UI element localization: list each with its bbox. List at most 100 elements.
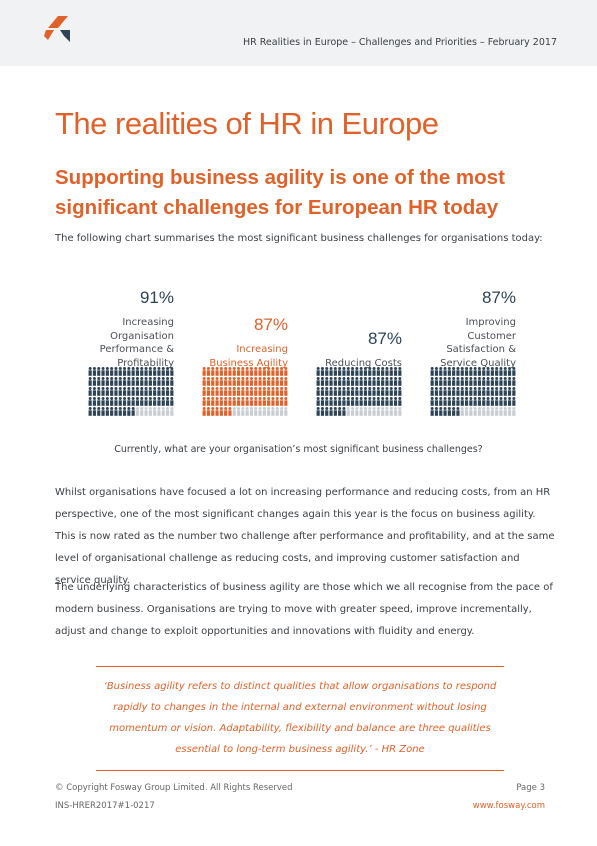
person-body: [389, 410, 393, 416]
person-head: [495, 387, 499, 390]
person-head: [135, 367, 139, 370]
person-head: [241, 387, 245, 390]
person-body: [254, 410, 258, 416]
person-body: [88, 410, 92, 416]
person-body: [258, 390, 262, 396]
person-body: [486, 380, 490, 386]
person-body: [389, 390, 393, 396]
person-body: [512, 380, 516, 386]
person-head: [325, 387, 329, 390]
person-body: [512, 370, 516, 376]
person-head: [333, 367, 337, 370]
person-head: [97, 407, 101, 410]
person-head: [512, 367, 516, 370]
person-head: [460, 387, 464, 390]
person-head: [88, 387, 92, 390]
person-body: [140, 390, 144, 396]
person-body: [503, 410, 507, 416]
person-body: [359, 400, 363, 406]
person-head: [460, 367, 464, 370]
person-body: [88, 400, 92, 406]
person-body: [368, 410, 372, 416]
person-body: [267, 400, 271, 406]
person-body: [148, 410, 152, 416]
person-head: [452, 407, 456, 410]
person-head: [477, 377, 481, 380]
person-head: [215, 387, 219, 390]
person-body: [333, 380, 337, 386]
person-body: [452, 380, 456, 386]
person-body: [464, 410, 469, 416]
person-body: [206, 380, 211, 386]
person-body: [153, 390, 157, 396]
person-head: [477, 397, 481, 400]
person-head: [118, 407, 122, 410]
person-head: [232, 377, 236, 380]
quote-rule: [96, 666, 504, 667]
person-body: [110, 370, 114, 376]
person-head: [211, 407, 215, 410]
person-head: [284, 397, 288, 400]
person-head: [148, 397, 152, 400]
person-head: [202, 387, 206, 390]
person-head: [271, 367, 275, 370]
person-body: [122, 400, 127, 406]
person-body: [342, 390, 346, 396]
person-head: [224, 397, 228, 400]
person-body: [460, 390, 464, 396]
person-body: [271, 410, 275, 416]
person-head: [97, 377, 101, 380]
person-head: [359, 377, 363, 380]
person-head: [219, 407, 223, 410]
person-body: [157, 370, 161, 376]
person-body: [258, 380, 262, 386]
person-head: [224, 387, 228, 390]
person-head: [490, 407, 494, 410]
person-head: [329, 397, 333, 400]
person-head: [118, 397, 122, 400]
person-body: [389, 370, 393, 376]
person-body: [430, 410, 434, 416]
person-head: [105, 407, 109, 410]
person-head: [447, 367, 451, 370]
person-head: [351, 377, 355, 380]
person-body: [105, 400, 109, 406]
person-head: [456, 407, 460, 410]
person-body: [224, 370, 228, 376]
person-head: [284, 377, 288, 380]
person-head: [363, 377, 367, 380]
person-head: [284, 367, 288, 370]
person-head: [512, 377, 516, 380]
person-body: [131, 410, 135, 416]
group-label: 87% Improving Customer Satisfaction & Ser…: [416, 278, 516, 370]
person-head: [249, 387, 253, 390]
person-head: [170, 367, 174, 370]
person-head: [157, 407, 161, 410]
category-label: Increasing Organisation Performance & Pr…: [99, 317, 174, 369]
person-body: [434, 400, 439, 406]
person-body: [258, 370, 262, 376]
person-head: [363, 367, 367, 370]
person-head: [430, 397, 434, 400]
person-head: [161, 377, 165, 380]
person-head: [105, 377, 109, 380]
person-body: [482, 380, 486, 386]
person-body: [267, 390, 271, 396]
person-head: [355, 397, 359, 400]
person-head: [161, 387, 165, 390]
person-head: [363, 407, 367, 410]
person-head: [389, 377, 393, 380]
person-body: [499, 390, 503, 396]
person-head: [271, 407, 275, 410]
person-body: [271, 390, 275, 396]
person-body: [262, 390, 266, 396]
person-head: [275, 387, 279, 390]
person-body: [161, 410, 165, 416]
person-head: [228, 377, 232, 380]
person-head: [325, 367, 329, 370]
person-body: [316, 370, 320, 376]
person-body: [325, 370, 329, 376]
person-body: [460, 410, 464, 416]
person-head: [447, 377, 451, 380]
person-head: [443, 397, 447, 400]
